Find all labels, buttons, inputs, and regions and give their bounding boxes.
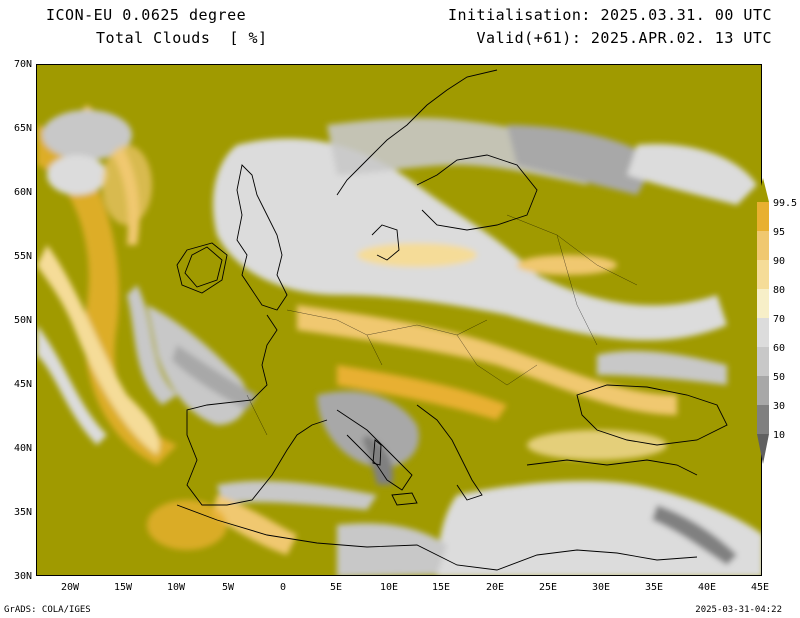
lon-label: 20W: [60, 582, 80, 593]
colorbar-swatch: [757, 376, 769, 405]
colorbar-swatch: [757, 231, 769, 260]
render-timestamp: 2025-03-31-04:22: [695, 605, 782, 615]
colorbar-swatch: [757, 318, 769, 347]
colorbar-label: 80: [773, 285, 786, 296]
valid-time: Valid(+61): 2025.APR.02. 13 UTC: [476, 29, 772, 47]
country-borders: [246, 214, 638, 436]
lat-label: 70N: [13, 59, 32, 70]
coastlines: [176, 69, 728, 571]
colorbar-under-arrow: [757, 434, 769, 464]
colorbar: [757, 178, 769, 464]
colorbar-label: 70: [773, 314, 786, 325]
lon-label: 10E: [379, 582, 399, 593]
lon-label: 45E: [750, 582, 770, 593]
lon-label: 35E: [644, 582, 664, 593]
lat-label: 45N: [13, 379, 32, 390]
colorbar-label: 30: [773, 401, 786, 412]
lon-label: 5E: [329, 582, 343, 593]
software-credit: GrADS: COLA/IGES: [4, 605, 91, 615]
lon-label: 25E: [538, 582, 558, 593]
lat-label: 35N: [13, 507, 32, 518]
lon-label: 30E: [591, 582, 611, 593]
model-title: ICON-EU 0.0625 degree: [46, 6, 247, 24]
colorbar-label: 95: [773, 227, 786, 238]
colorbar-label: 50: [773, 372, 786, 383]
lat-label: 55N: [13, 251, 32, 262]
lat-label: 60N: [13, 187, 32, 198]
colorbar-swatch: [757, 405, 769, 434]
lon-label: 20E: [485, 582, 505, 593]
colorbar-over-arrow: [757, 178, 769, 202]
lat-label: 65N: [13, 123, 32, 134]
lon-label: 10W: [166, 582, 186, 593]
colorbar-swatch: [757, 347, 769, 376]
initialisation-time: Initialisation: 2025.03.31. 00 UTC: [447, 6, 772, 24]
lon-label: 40E: [697, 582, 717, 593]
colorbar-label: 10: [773, 430, 786, 441]
lon-label: 15W: [113, 582, 133, 593]
colorbar-swatch: [757, 289, 769, 318]
lat-label: 50N: [13, 315, 32, 326]
colorbar-swatch: [757, 260, 769, 289]
colorbar-label: 99.5: [773, 198, 798, 209]
cloud-cover-map: [36, 64, 762, 576]
lon-label: 5W: [221, 582, 235, 593]
colorbar-swatch: [757, 202, 769, 231]
colorbar-label: 90: [773, 256, 786, 267]
field-title: Total Clouds [ %]: [96, 29, 268, 47]
map-canvas: [37, 65, 761, 575]
lon-label: 0: [279, 582, 287, 593]
colorbar-label: 60: [773, 343, 786, 354]
lon-label: 15E: [431, 582, 451, 593]
lat-label: 30N: [13, 571, 32, 582]
lat-label: 40N: [13, 443, 32, 454]
